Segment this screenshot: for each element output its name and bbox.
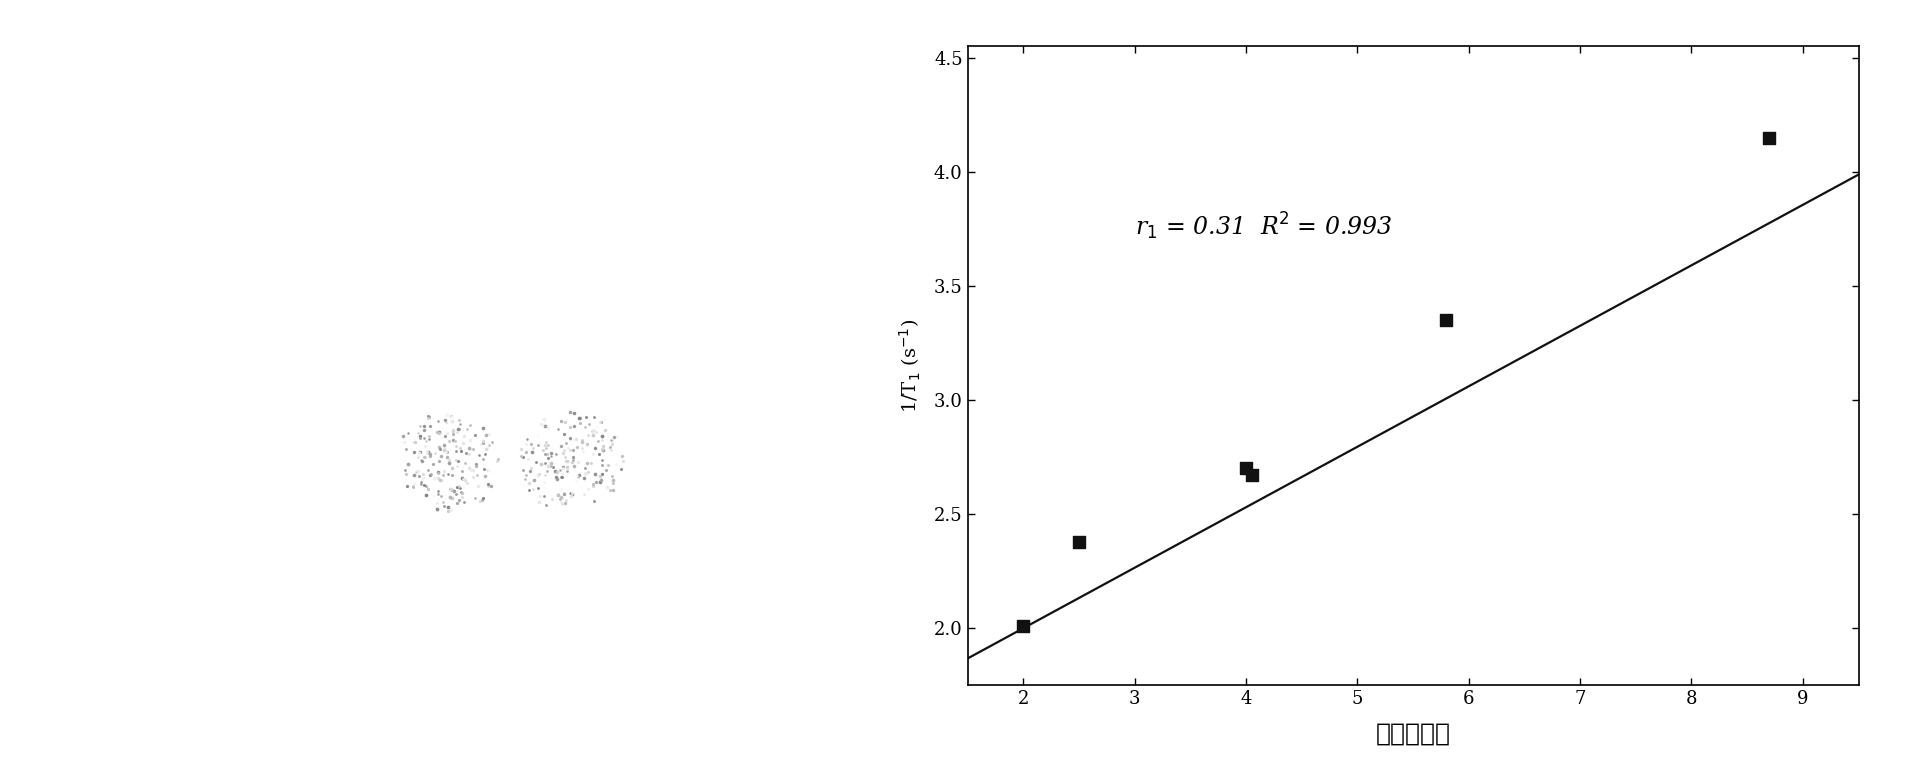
X-axis label: 锰元素浓度: 锰元素浓度 [1376, 722, 1450, 746]
Point [1236, 469, 1266, 481]
Point [1230, 462, 1261, 474]
Point [1008, 620, 1038, 632]
Point [1431, 314, 1462, 326]
Point [1063, 535, 1094, 547]
Text: r$_1$ = 0.31  R$^2$ = 0.993: r$_1$ = 0.31 R$^2$ = 0.993 [1134, 211, 1393, 243]
Y-axis label: 1/T$_1$ (s$^{-1}$): 1/T$_1$ (s$^{-1}$) [897, 319, 924, 413]
Point [1753, 132, 1784, 144]
